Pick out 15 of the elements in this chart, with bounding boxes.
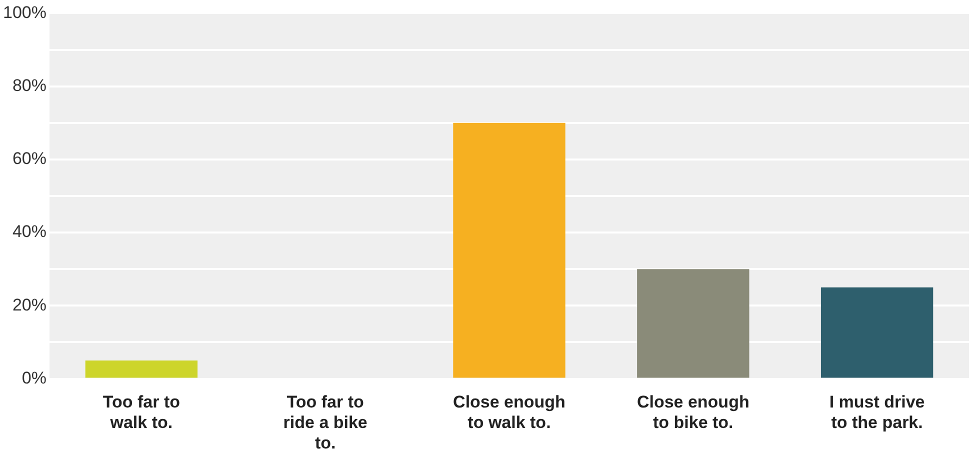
x-tick-label: Too far to ride a bike to. [283, 392, 368, 452]
bar [85, 360, 198, 378]
y-tick-label: 100% [2, 2, 46, 22]
bar [820, 287, 934, 378]
bar [637, 269, 750, 378]
x-tick-label: I must drive to the park. [829, 392, 925, 432]
bar [453, 122, 566, 378]
y-tick-label: 20% [12, 295, 46, 314]
x-tick-label: Close enough to bike to. [636, 392, 750, 432]
x-tick-label: Close enough to walk to. [453, 392, 566, 432]
x-tick-label: Too far to walk to. [102, 392, 180, 432]
y-tick-label: 0% [22, 368, 46, 388]
y-tick-label: 60% [12, 149, 46, 168]
y-tick-label: 80% [12, 76, 46, 96]
y-tick-label: 40% [12, 222, 46, 242]
